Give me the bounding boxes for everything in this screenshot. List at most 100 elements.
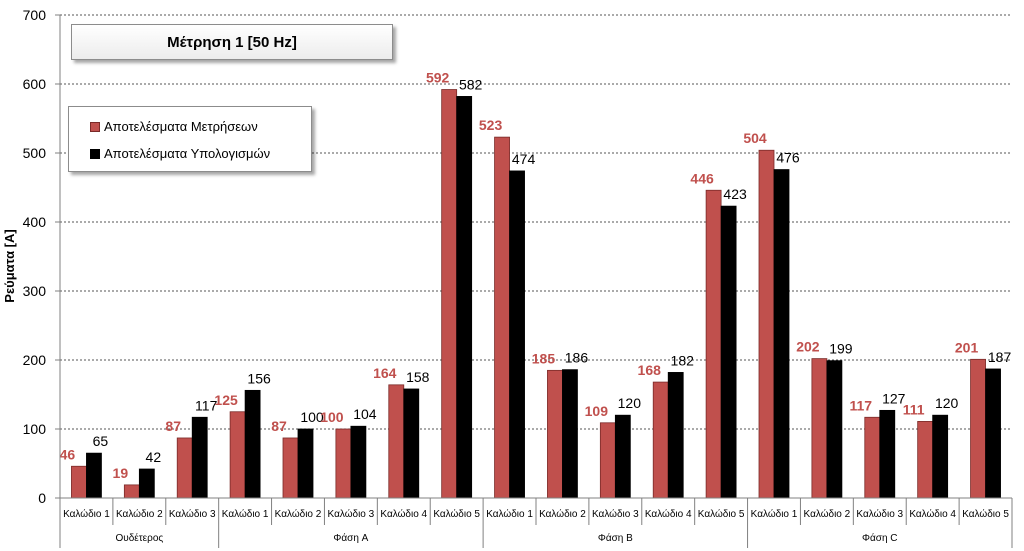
data-label-measured: 523: [479, 117, 503, 133]
y-tick-label: 700: [23, 7, 47, 23]
bar-calculated: [879, 409, 896, 499]
bar-calculated: [86, 452, 102, 499]
y-tick-label: 500: [23, 145, 47, 161]
bar-calculated: [297, 428, 314, 499]
data-label-measured: 446: [690, 170, 714, 186]
y-tick-label: 100: [23, 421, 47, 437]
data-label-calculated: 423: [723, 186, 747, 202]
category-label: Καλώδιο 3: [169, 508, 216, 520]
bar-measured: [123, 484, 140, 499]
bar-measured: [282, 437, 299, 499]
bar-calculated: [350, 425, 367, 499]
bar-calculated: [667, 372, 684, 499]
bar-measured: [811, 358, 828, 499]
data-label-calculated: 199: [829, 341, 853, 357]
data-label-measured: 125: [214, 392, 238, 408]
category-label: Καλώδιο 3: [856, 508, 903, 520]
legend-swatch-calculated: [90, 148, 100, 159]
bar-measured: [970, 358, 986, 499]
bar-calculated: [562, 369, 578, 499]
data-label-measured: 111: [903, 401, 925, 417]
bar-calculated: [403, 388, 420, 499]
bar-calculated: [720, 205, 737, 499]
bar-calculated: [773, 169, 790, 499]
grid-layer: [60, 14, 1012, 430]
bar-measured: [71, 465, 87, 499]
bar-measured: [388, 384, 405, 499]
y-tick-label: 300: [23, 283, 47, 299]
bar-measured: [335, 428, 352, 499]
legend-item-calculated: Αποτελέσματα Υπολογισμών: [90, 146, 270, 161]
data-label-measured: 109: [585, 403, 609, 419]
category-label: Καλώδιο 3: [328, 508, 375, 520]
category-label: Καλώδιο 3: [592, 508, 639, 520]
category-label: Καλώδιο 2: [804, 508, 851, 520]
data-label-calculated: 186: [565, 350, 589, 366]
chart-title: Μέτρηση 1 [50 Hz]: [71, 24, 393, 60]
category-label: Καλώδιο 5: [698, 508, 745, 520]
bar-measured: [758, 149, 775, 499]
bar-measured: [441, 89, 458, 499]
data-label-calculated: 42: [146, 449, 162, 465]
data-label-measured: 19: [113, 465, 129, 481]
bar-calculated: [191, 416, 208, 499]
data-label-calculated: 120: [935, 395, 959, 411]
data-label-calculated: 476: [776, 150, 800, 166]
data-label-calculated: 582: [459, 76, 483, 92]
y-tick-label: 600: [23, 76, 47, 92]
bar-measured: [494, 136, 510, 499]
bar-calculated: [985, 368, 1001, 499]
legend-item-measured: Αποτελέσματα Μετρήσεων: [90, 119, 258, 134]
data-label-measured: 87: [271, 418, 287, 434]
data-label-measured: 592: [426, 70, 450, 86]
data-label-calculated: 474: [512, 151, 536, 167]
data-label-calculated: 187: [988, 349, 1012, 365]
bar-measured: [176, 437, 193, 499]
category-label: Καλώδιο 2: [275, 508, 322, 520]
data-label-measured: 164: [373, 365, 397, 381]
bar-measured: [864, 416, 881, 499]
data-label-measured: 117: [849, 397, 872, 413]
category-label: Καλώδιο 1: [751, 508, 798, 520]
data-label-measured: 46: [60, 446, 76, 462]
bar-measured: [705, 189, 722, 499]
data-label-calculated: 158: [406, 369, 430, 385]
data-label-calculated: 182: [671, 352, 695, 368]
data-label-calculated: 117: [195, 397, 218, 413]
bar-calculated: [932, 414, 949, 499]
legend-swatch-measured: [90, 121, 100, 132]
category-label: Καλώδιο 4: [380, 508, 427, 520]
category-label: Καλώδιο 4: [645, 508, 692, 520]
bar-calculated: [826, 360, 843, 499]
y-tick-label: 400: [23, 214, 47, 230]
y-tick-label: 0: [38, 490, 46, 506]
chart-legend: Αποτελέσματα Μετρήσεων Αποτελέσματα Υπολ…: [68, 106, 312, 172]
data-label-calculated: 127: [882, 390, 906, 406]
data-label-measured: 201: [955, 339, 979, 355]
bar-measured: [229, 411, 246, 499]
category-label: Καλώδιο 2: [116, 508, 163, 520]
bar-calculated: [509, 170, 525, 499]
bar-calculated: [614, 414, 631, 499]
bar-calculated: [456, 96, 473, 499]
data-label-measured: 87: [165, 418, 181, 434]
data-label-calculated: 104: [353, 406, 377, 422]
bar-measured: [599, 422, 616, 499]
data-label-measured: 202: [796, 339, 820, 355]
category-label: Καλώδιο 5: [433, 508, 480, 520]
legend-label-measured: Αποτελέσματα Μετρήσεων: [104, 119, 258, 134]
data-label-calculated: 100: [300, 409, 324, 425]
data-label-measured: 100: [320, 409, 344, 425]
category-label: Καλώδιο 1: [486, 508, 533, 520]
y-tick-label: 200: [23, 352, 47, 368]
bar-measured: [547, 369, 563, 499]
bar-measured: [917, 421, 934, 499]
axis-layer: 0 100 200 300 400 500 600 700 Καλώδιο 1 Καλώδιο 2…: [23, 7, 1013, 548]
bar-calculated: [138, 468, 155, 499]
y-axis-label: Ρεύματα [A]: [2, 229, 17, 302]
category-label: Καλώδιο 5: [962, 508, 1009, 520]
bar-measured: [652, 381, 669, 499]
legend-label-calculated: Αποτελέσματα Υπολογισμών: [104, 146, 271, 161]
